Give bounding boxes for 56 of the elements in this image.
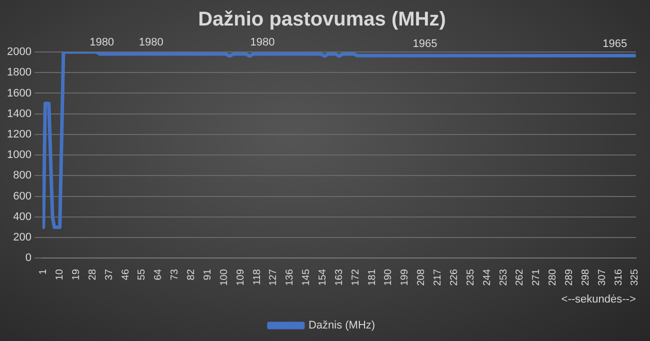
y-tick-label: 0 [25, 252, 32, 264]
x-tick-label: 64 [153, 268, 164, 280]
x-tick-label: 28 [87, 268, 98, 280]
x-tick-label: 73 [170, 268, 181, 280]
y-tick-label: 400 [13, 210, 32, 223]
x-tick-label: 154 [318, 268, 328, 286]
y-tick-label: 200 [13, 232, 32, 244]
x-tick-label: 37 [104, 268, 115, 280]
x-tick-label: 19 [71, 268, 82, 280]
y-tick-label: 600 [13, 190, 32, 202]
x-tick-label: 199 [400, 268, 411, 286]
x-tick-label: 271 [531, 268, 542, 286]
x-tick-label: 217 [432, 268, 444, 286]
x-tick-label: 163 [334, 268, 345, 286]
annotation: 1965 [602, 38, 628, 50]
x-tick-label: 253 [498, 268, 510, 286]
x-tick-label: 109 [235, 268, 246, 286]
x-tick-label: 136 [284, 268, 296, 286]
annotation: 1980 [250, 36, 275, 49]
x-tick-label: 262 [514, 268, 526, 286]
chart-title: Dažnio pastovumas (MHz) [198, 8, 446, 31]
x-tick-label: 289 [564, 268, 575, 286]
annotation: 1980 [138, 36, 164, 49]
y-tick-label: 2000 [6, 46, 32, 58]
x-tick-label: 226 [448, 268, 460, 286]
y-tick-label: 1400 [6, 108, 32, 120]
x-tick-label: 244 [482, 268, 493, 286]
x-tick-label: 325 [630, 268, 641, 286]
x-tick-label: 316 [613, 268, 624, 286]
y-tick-label: 1200 [6, 128, 32, 140]
x-tick-label: 190 [383, 268, 394, 286]
y-tick-label: 1000 [6, 149, 32, 162]
x-tick-label: 82 [186, 268, 198, 280]
x-tick-label: 298 [580, 268, 592, 286]
x-tick-label: 118 [252, 268, 263, 286]
y-tick-label: 800 [13, 170, 32, 182]
y-tick-label: 1800 [6, 66, 32, 79]
x-tick-label: 127 [268, 268, 280, 286]
x-tick-label: 280 [548, 268, 559, 286]
annotation: 1980 [90, 36, 114, 49]
y-tick-label: 1600 [6, 87, 32, 100]
x-tick-label: 91 [202, 268, 214, 280]
x-tick-label: 208 [416, 268, 428, 286]
x-tick-label: 145 [301, 268, 312, 286]
x-tick-label: 1 [38, 268, 50, 275]
x-tick-label: 181 [366, 268, 378, 286]
x-axis-title: <--sekundės--> [561, 293, 636, 306]
x-tick-label: 235 [465, 268, 476, 286]
annotation: 1965 [412, 38, 438, 50]
x-tick-label: 55 [136, 268, 148, 280]
x-tick-label: 100 [218, 268, 230, 286]
x-tick-label: 307 [596, 268, 608, 286]
x-tick-label: 10 [54, 268, 66, 280]
legend-label: Dažnis (MHz) [308, 320, 376, 332]
x-tick-label: 172 [350, 268, 362, 286]
x-tick-label: 46 [120, 268, 132, 280]
